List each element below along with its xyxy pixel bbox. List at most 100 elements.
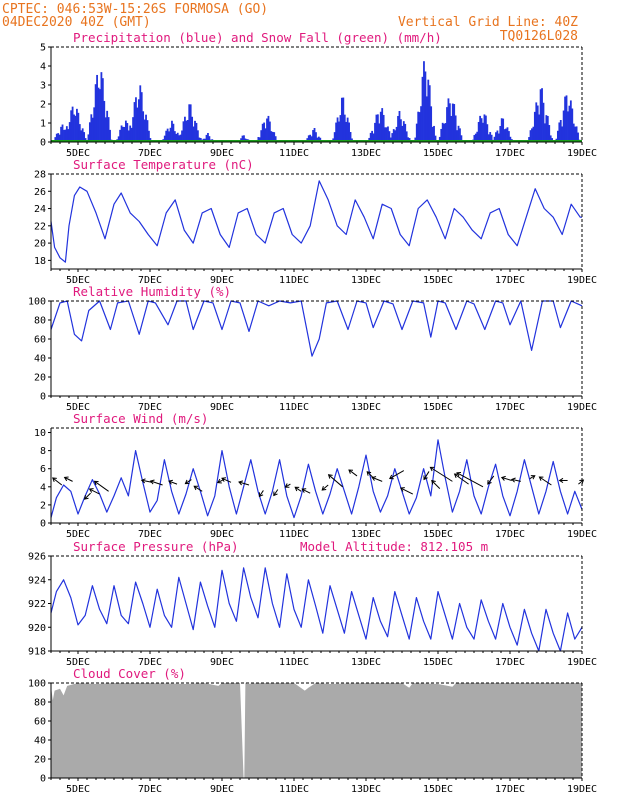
wind-vector [301, 488, 311, 494]
precip-bar [349, 132, 352, 142]
precip-bar [379, 111, 382, 142]
pressure-x-tick-label: 7DEC [138, 657, 162, 668]
wind-vector [141, 479, 152, 483]
precip-bar [565, 95, 568, 142]
wind-vector [52, 477, 63, 486]
wind-vector-head [388, 474, 394, 480]
precip-bar [65, 126, 68, 142]
humidity-x-tick-label: 7DEC [138, 402, 162, 413]
wind-vector-head [510, 477, 516, 483]
wind-vector [501, 476, 512, 481]
temp-x-tick-label: 13DEC [351, 275, 381, 286]
wind-x-tick-label: 17DEC [495, 529, 525, 540]
precip-bar [528, 137, 530, 142]
precip-bar [182, 121, 185, 142]
wind-vector-head [348, 469, 354, 474]
cloud-x-tick-label: 17DEC [495, 784, 525, 795]
precip-bar [509, 136, 512, 142]
precip-bar [473, 135, 476, 142]
wind-vector-head [83, 495, 89, 500]
precip-bar [438, 136, 441, 142]
wind-y-tick-label: 0 [40, 519, 46, 530]
wind-y-tick-label: 2 [40, 500, 46, 511]
wind-vector [454, 473, 469, 485]
precip-bar [423, 61, 425, 143]
precip-bar [316, 137, 319, 142]
precip-bar [558, 122, 561, 142]
temp-y-tick-label: 22 [34, 221, 46, 232]
wind-vector-head [500, 475, 506, 481]
wind-vector [423, 471, 430, 480]
wind-x-tick-label: 19DEC [567, 529, 597, 540]
wind-vector-head [184, 479, 190, 485]
temp-y-tick-label: 18 [34, 256, 46, 267]
precip-bar [446, 107, 448, 142]
precip-bar [549, 135, 552, 142]
precip-bar [568, 105, 571, 142]
precip-bar [387, 126, 389, 142]
pressure-x-tick-label: 19DEC [567, 657, 597, 668]
precip-bar [181, 130, 183, 142]
precip-panel: Precipitation (blue) and Snow Fall (gree… [40, 30, 597, 159]
precip-bar [559, 120, 562, 142]
wind-vector [430, 466, 453, 482]
wind-vector [321, 484, 329, 491]
precip-bar [57, 133, 60, 142]
precip-bar [571, 108, 574, 142]
precip-bar [130, 127, 133, 142]
wind-vector-head [327, 474, 333, 479]
precip-bar [506, 127, 509, 142]
wind-vector [431, 480, 441, 489]
precip-bar [78, 124, 81, 142]
precip-bar [378, 123, 381, 142]
wind-vector [456, 472, 484, 488]
precip-bar [450, 115, 453, 142]
wind-vector-head [538, 476, 544, 481]
pressure-x-tick-label: 5DEC [66, 657, 90, 668]
precip-bar [313, 128, 316, 142]
precip-bar [338, 121, 340, 142]
precip-bar [574, 126, 577, 142]
precip-bar [372, 133, 375, 142]
precip-bar [175, 133, 178, 142]
precip-bar [194, 120, 196, 142]
precip-bar [241, 135, 244, 142]
precip-bar [415, 123, 418, 142]
precip-bar [417, 111, 420, 142]
precip-bar [538, 114, 541, 142]
precip-bar [476, 131, 479, 142]
humidity-y-tick-label: 40 [34, 354, 46, 365]
pressure-annotation: Model Altitude: 812.105 m [300, 539, 488, 554]
temp-x-tick-label: 11DEC [279, 275, 309, 286]
pressure-x-tick-label: 11DEC [279, 657, 309, 668]
precip-x-tick-label: 15DEC [423, 148, 453, 159]
precip-bar [531, 128, 533, 142]
precip-bar [73, 114, 75, 142]
humidity-x-tick-label: 15DEC [423, 402, 453, 413]
wind-panel: Surface Wind (m/s) 0 2 4 6 8 10 5DEC 7DEC 9DEC 11D… [34, 411, 597, 540]
wind-vector [193, 485, 203, 492]
precip-bar [189, 104, 192, 142]
precip-bar [440, 128, 443, 142]
precip-bar [258, 137, 261, 142]
precip-bar [451, 103, 454, 142]
cloud-x-tick-label: 5DEC [66, 784, 90, 795]
wind-vector-head [273, 491, 278, 497]
precip-bar [384, 127, 386, 142]
humidity-x-tick-label: 13DEC [351, 402, 381, 413]
pressure-y-tick-label: 924 [28, 575, 46, 586]
precip-bar [109, 129, 111, 142]
precip-bar [562, 110, 565, 142]
precip-bar [140, 92, 143, 142]
precip-bar [497, 133, 500, 142]
precip-bar [346, 117, 349, 142]
cloud-x-tick-label: 9DEC [210, 784, 234, 795]
precip-x-tick-label: 19DEC [567, 148, 597, 159]
precip-bar [137, 99, 140, 142]
precip-bar [243, 135, 245, 142]
wind-vector [389, 470, 405, 479]
precip-bar [96, 74, 98, 142]
precip-bar [264, 128, 267, 142]
pressure-title: Surface Pressure (hPa) [73, 539, 239, 554]
wind-x-tick-label: 5DEC [66, 529, 90, 540]
